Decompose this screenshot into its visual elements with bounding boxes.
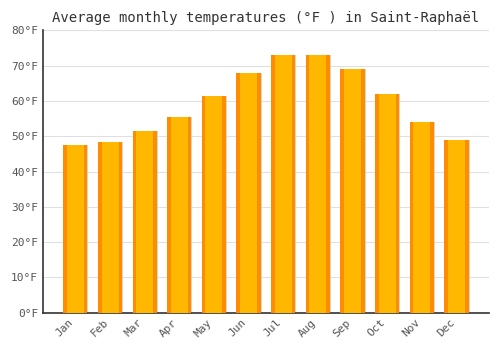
- Bar: [306, 55, 310, 313]
- Bar: [271, 55, 295, 313]
- Bar: [361, 69, 364, 313]
- Bar: [444, 140, 468, 313]
- Bar: [98, 141, 122, 313]
- Bar: [188, 117, 192, 313]
- Bar: [84, 145, 87, 313]
- Bar: [465, 140, 468, 313]
- Bar: [67, 145, 84, 313]
- Bar: [222, 96, 226, 313]
- Bar: [410, 122, 434, 313]
- Bar: [378, 94, 396, 313]
- Bar: [63, 145, 67, 313]
- Bar: [132, 131, 157, 313]
- Bar: [414, 122, 430, 313]
- Bar: [171, 117, 188, 313]
- Bar: [375, 94, 400, 313]
- Bar: [102, 141, 118, 313]
- Bar: [326, 55, 330, 313]
- Bar: [63, 145, 88, 313]
- Bar: [410, 122, 414, 313]
- Bar: [430, 122, 434, 313]
- Bar: [236, 73, 240, 313]
- Bar: [396, 94, 400, 313]
- Bar: [167, 117, 192, 313]
- Bar: [444, 140, 448, 313]
- Bar: [118, 141, 122, 313]
- Bar: [271, 55, 275, 313]
- Bar: [202, 96, 226, 313]
- Bar: [310, 55, 326, 313]
- Bar: [340, 69, 364, 313]
- Bar: [136, 131, 153, 313]
- Bar: [240, 73, 257, 313]
- Bar: [132, 131, 136, 313]
- Bar: [292, 55, 296, 313]
- Bar: [236, 73, 260, 313]
- Bar: [344, 69, 361, 313]
- Bar: [306, 55, 330, 313]
- Bar: [202, 96, 205, 313]
- Bar: [448, 140, 465, 313]
- Bar: [167, 117, 171, 313]
- Bar: [257, 73, 260, 313]
- Bar: [275, 55, 291, 313]
- Bar: [340, 69, 344, 313]
- Bar: [98, 141, 102, 313]
- Bar: [206, 96, 222, 313]
- Title: Average monthly temperatures (°F ) in Saint-Raphaël: Average monthly temperatures (°F ) in Sa…: [52, 11, 480, 25]
- Bar: [375, 94, 378, 313]
- Bar: [153, 131, 157, 313]
